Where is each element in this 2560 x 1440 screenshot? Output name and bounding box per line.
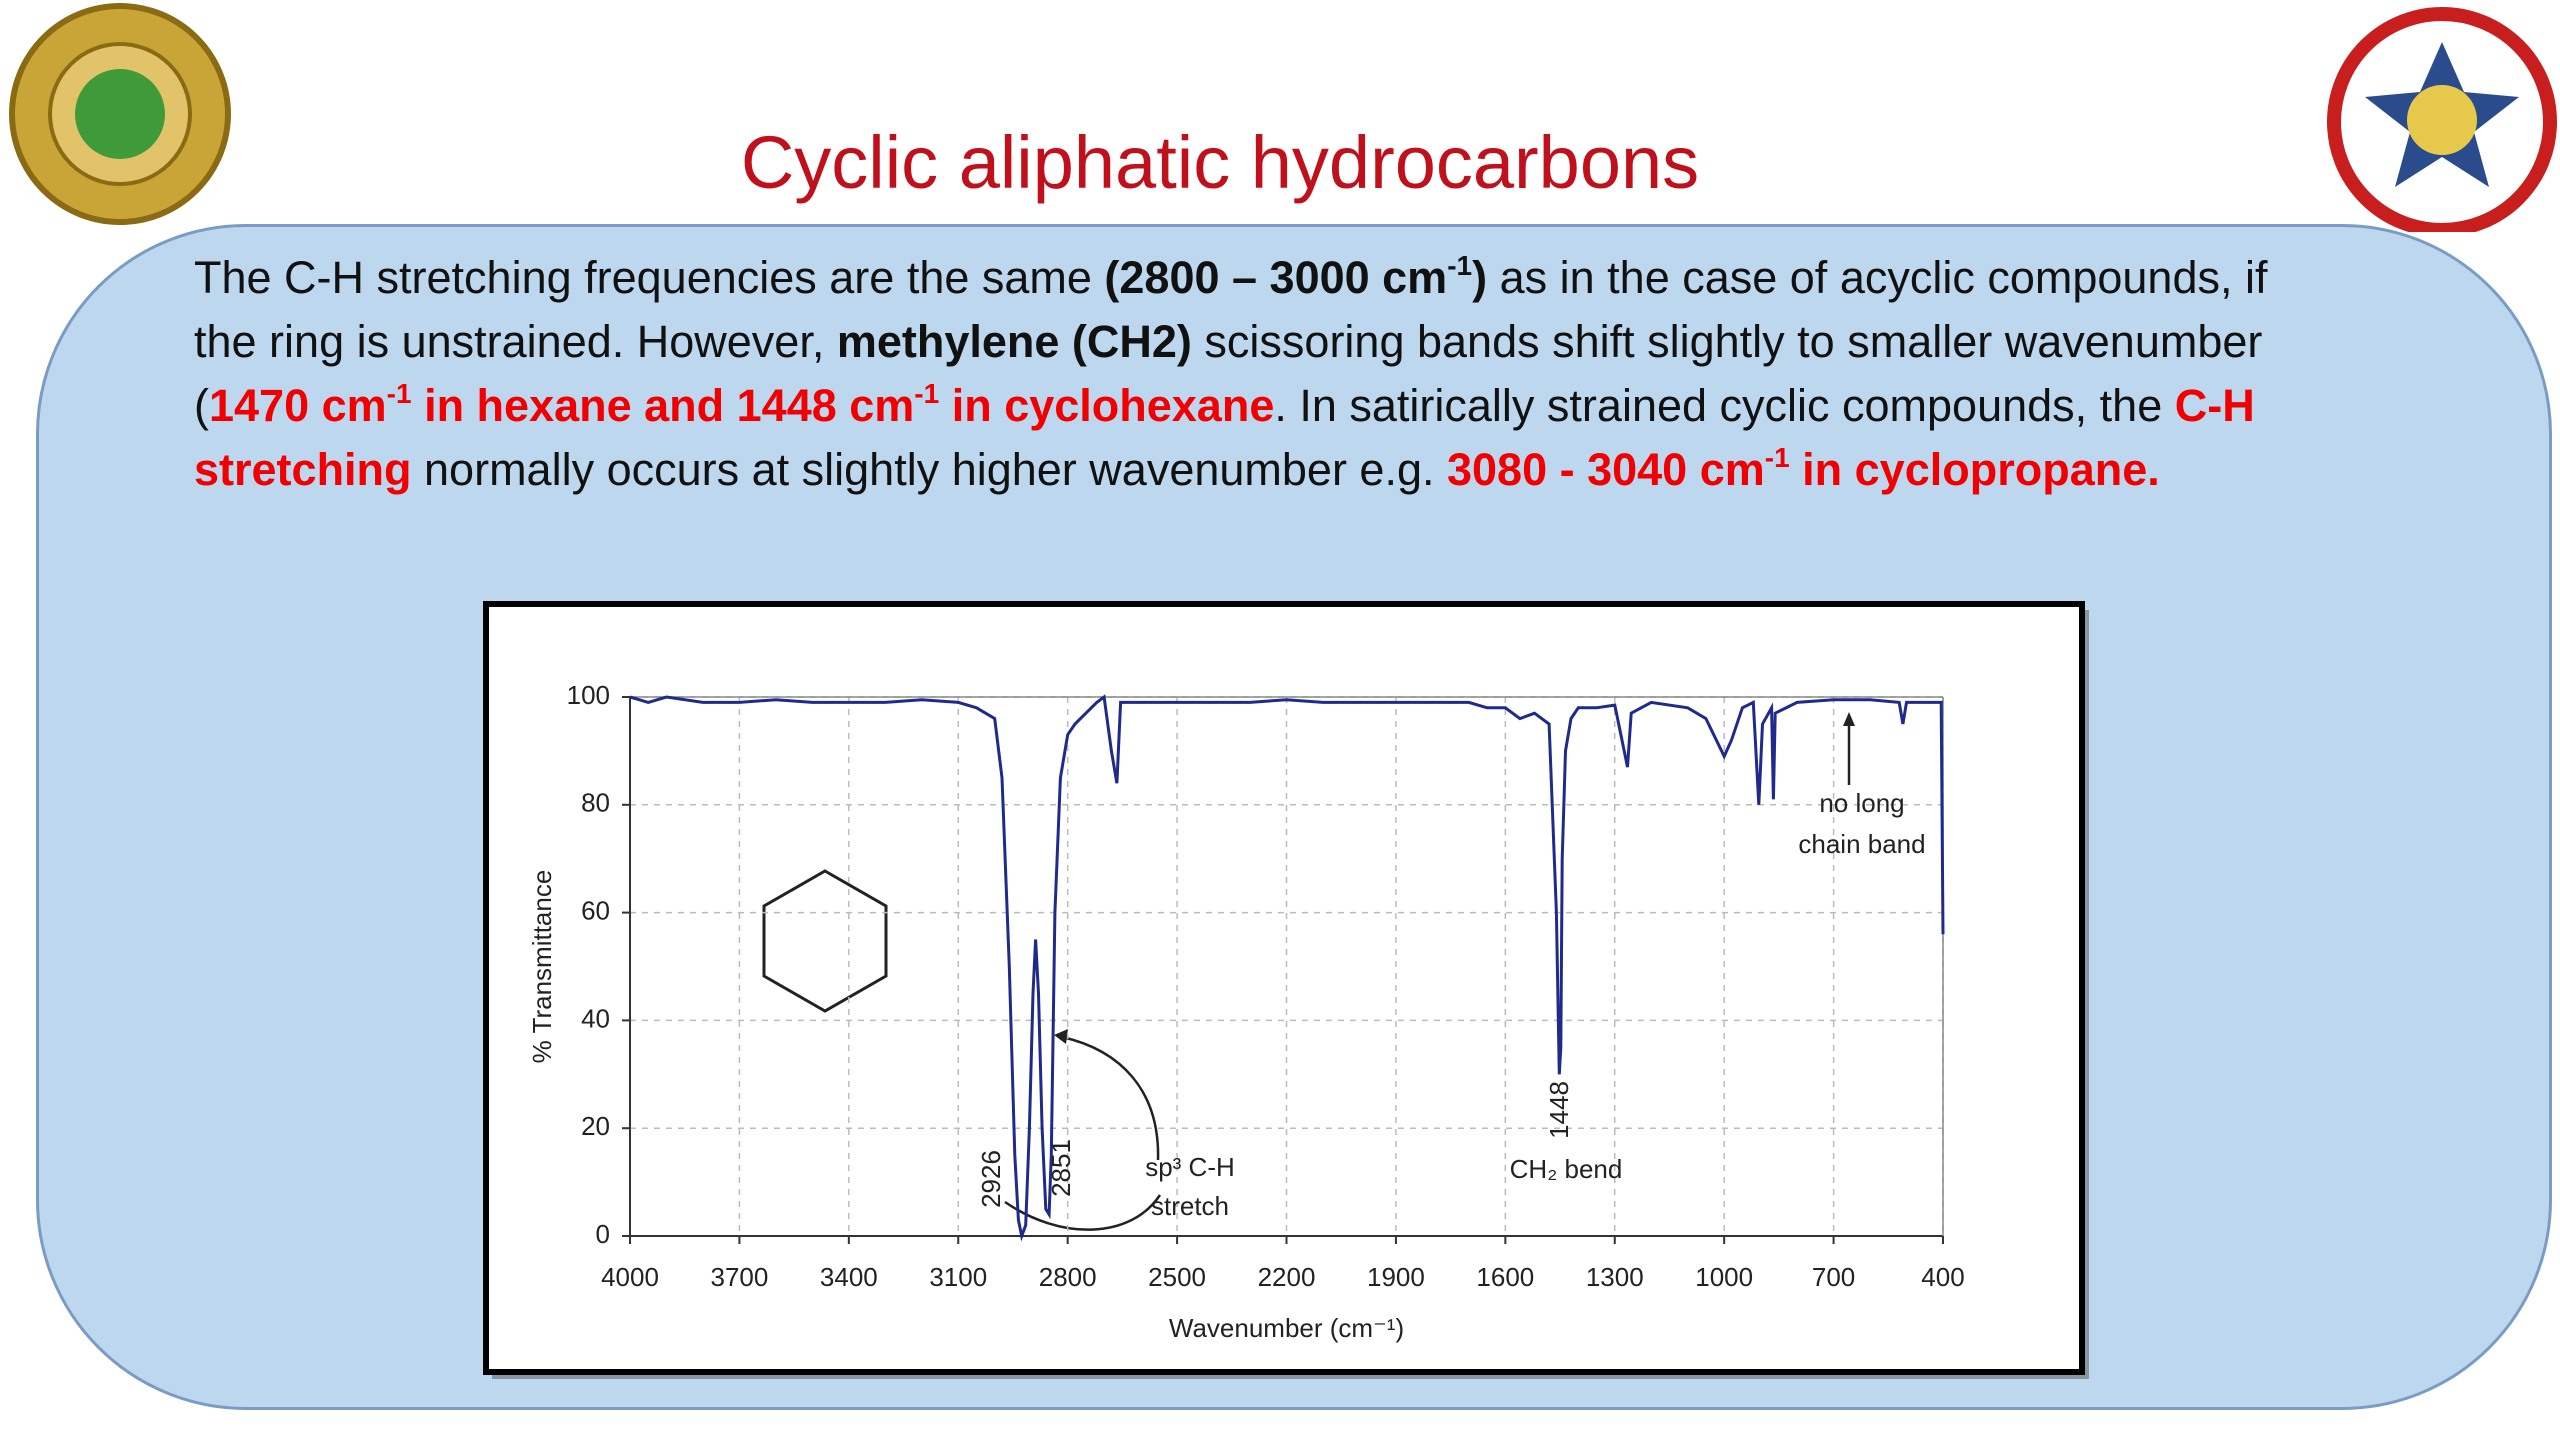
- body-text: The C-H stretching frequencies are the s…: [194, 246, 2304, 502]
- x-tick-label: 3700: [710, 1262, 768, 1292]
- spectrum-line: [629, 694, 1945, 1242]
- y-tick-label: 80: [581, 788, 610, 818]
- text-run: ): [1472, 252, 1488, 303]
- text-run: 1470 cm: [209, 380, 387, 431]
- text-run: The C-H stretching frequencies are the s…: [194, 252, 1105, 303]
- annotation: CH₂ bend: [1510, 1154, 1623, 1184]
- annotation: 2926: [976, 1150, 1006, 1208]
- y-tick-label: 20: [581, 1111, 610, 1141]
- x-tick-label: 1600: [1476, 1262, 1534, 1292]
- x-tick-label: 2500: [1148, 1262, 1206, 1292]
- x-tick-label: 1300: [1586, 1262, 1644, 1292]
- annotation: 2851: [1046, 1139, 1076, 1197]
- annotation: no long: [1819, 788, 1904, 818]
- annotation: stretch: [1151, 1191, 1229, 1221]
- text-run: as in the case of acyclic compounds, if …: [194, 252, 2268, 367]
- text-run: -1: [1447, 250, 1473, 281]
- x-tick-label: 700: [1812, 1262, 1855, 1292]
- x-tick-label: 1900: [1367, 1262, 1425, 1292]
- text-run: scissoring bands shift slightly to small…: [194, 316, 2263, 431]
- text-run: C-H stretching: [194, 380, 2255, 495]
- text-run: in cyclohexane: [939, 380, 1275, 431]
- text-run: . In satirically strained cyclic compoun…: [1274, 380, 2175, 431]
- y-tick-label: 0: [596, 1219, 610, 1249]
- text-run: 3080 - 3040 cm: [1447, 444, 1765, 495]
- chart-frame: [483, 601, 2085, 1375]
- x-tick-label: 4000: [601, 1262, 659, 1292]
- y-tick-label: 60: [581, 895, 610, 925]
- left-logo: [9, 3, 231, 225]
- arrowhead: [1054, 1029, 1068, 1044]
- text-run: normally occurs at slightly higher waven…: [411, 444, 1447, 495]
- x-tick-label: 3400: [820, 1262, 878, 1292]
- x-tick-label: 1000: [1695, 1262, 1753, 1292]
- x-tick-label: 400: [1921, 1262, 1964, 1292]
- x-axis-label: Wavenumber (cm⁻¹): [1169, 1313, 1404, 1343]
- text-run: (2800 – 3000 cm: [1104, 252, 1448, 303]
- y-tick-label: 40: [581, 1003, 610, 1033]
- x-tick-label: 3100: [929, 1262, 987, 1292]
- annotation-arrow: [1061, 1035, 1160, 1161]
- slide-title: Cyclic aliphatic hydrocarbons: [740, 121, 1700, 204]
- x-tick-label: 2200: [1258, 1262, 1316, 1292]
- annotation: sp³ C-H: [1145, 1152, 1235, 1182]
- annotation: 1448: [1544, 1081, 1574, 1139]
- text-run: methylene (CH2): [836, 316, 1192, 367]
- text-run: in cyclopropane.: [1789, 444, 2160, 495]
- y-axis-label: % Transmittance: [527, 870, 557, 1064]
- x-tick-label: 2800: [1039, 1262, 1097, 1292]
- text-run: -1: [1764, 442, 1790, 473]
- annotation: chain band: [1798, 829, 1925, 859]
- arrowhead: [1843, 712, 1855, 726]
- right-logo: [2327, 7, 2557, 232]
- text-run: -1: [914, 378, 940, 409]
- y-tick-label: 100: [567, 680, 610, 710]
- text-run: -1: [386, 378, 412, 409]
- text-run: in hexane and 1448 cm: [411, 380, 915, 431]
- cyclohexane-structure: [762, 869, 888, 1013]
